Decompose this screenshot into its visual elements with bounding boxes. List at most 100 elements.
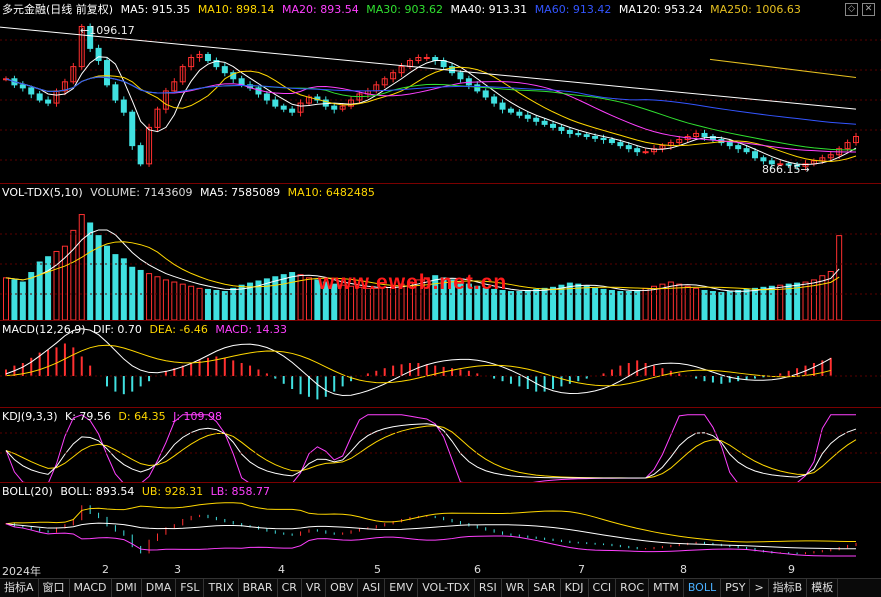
volume-bar	[221, 291, 228, 321]
candle-body	[600, 137, 607, 141]
tab-指标b[interactable]: 指标B	[769, 579, 808, 597]
candle-body	[238, 78, 245, 86]
x-axis: 2024年 2 3 4 5 6 7 8 9	[0, 563, 881, 578]
volume-bar	[768, 285, 775, 321]
x-tick-label: 9	[788, 563, 795, 576]
tab-emv[interactable]: EMV	[385, 579, 419, 597]
volume-bar	[735, 289, 742, 321]
x-tick-label: 2024年	[2, 565, 41, 578]
tab-模板[interactable]: 模板	[807, 579, 839, 597]
volume-bar	[339, 284, 346, 321]
boll-header: BOLL(20) BOLL: 893.54 UB: 928.31 LB: 858…	[0, 484, 274, 500]
volume-bar	[693, 287, 700, 321]
volume-bar	[406, 281, 413, 321]
high-annotation: ←1096.17	[80, 24, 135, 37]
tab-fsl[interactable]: FSL	[176, 579, 205, 597]
volume-bar	[541, 287, 548, 321]
tab-指标a[interactable]: 指标A	[0, 579, 39, 597]
tab-obv[interactable]: OBV	[326, 579, 359, 597]
tab-cci[interactable]: CCI	[589, 579, 617, 597]
x-tick-label: 8	[680, 563, 687, 576]
tab-dmi[interactable]: DMI	[112, 579, 142, 597]
x-tick-label: 2	[102, 563, 109, 576]
candle-body	[154, 108, 161, 128]
volume-bar	[120, 258, 127, 321]
volume-chart	[0, 214, 881, 321]
tab-vr[interactable]: VR	[302, 579, 327, 597]
tab-sar[interactable]: SAR	[529, 579, 561, 597]
tab-boll[interactable]: BOLL	[684, 579, 722, 597]
high-label: 1096.17	[89, 24, 135, 37]
volume-bar	[617, 291, 624, 321]
ma40-label: MA40: 913.31	[450, 3, 528, 16]
volume-bar	[247, 282, 254, 321]
candle-body	[625, 145, 632, 150]
volume-bar	[230, 287, 237, 321]
volume-bar	[558, 284, 565, 321]
candle-body	[45, 99, 52, 104]
minimize-icon[interactable]: ◇	[845, 3, 858, 16]
candle-body	[794, 164, 801, 167]
candle-body	[533, 117, 540, 122]
volume-bar	[794, 282, 801, 321]
low-annotation: 866.15→	[762, 163, 810, 176]
low-label: 866.15	[762, 163, 801, 176]
tab-macd[interactable]: MACD	[70, 579, 112, 597]
volume-bar	[651, 285, 658, 321]
volume-pane: VOL-TDX(5,10) VOLUME: 7143609 MA5: 75850…	[0, 183, 881, 321]
candle-body	[390, 72, 397, 80]
candle-body	[583, 134, 590, 138]
volume-bar	[78, 214, 85, 321]
volume-bar	[634, 289, 641, 321]
macd-title: MACD(12,26,9)	[2, 323, 86, 336]
candle-body	[196, 53, 203, 59]
volume-bar	[457, 281, 464, 321]
volume-bar	[70, 229, 77, 321]
volume-bar	[802, 281, 809, 321]
tab-dma[interactable]: DMA	[142, 579, 177, 597]
close-icon[interactable]: ✕	[862, 3, 875, 16]
volume-bar	[53, 250, 60, 321]
candle-body	[112, 84, 119, 101]
kdj-chart	[0, 414, 881, 483]
candle-body	[146, 126, 153, 165]
tab-wr[interactable]: WR	[502, 579, 530, 597]
ma60-line	[5, 76, 857, 125]
tab-asi[interactable]: ASI	[358, 579, 386, 597]
volume-bar	[524, 289, 531, 321]
tab-trix[interactable]: TRIX	[204, 579, 239, 597]
volume-bar	[103, 245, 110, 321]
tab-cr[interactable]: CR	[278, 579, 302, 597]
candle-body	[844, 142, 851, 150]
volume-bar	[516, 291, 523, 321]
ma250-line	[709, 58, 857, 79]
tab-brar[interactable]: BRAR	[239, 579, 278, 597]
indicator-tabs: 指标A 窗口 MACD DMI DMA FSL TRIX BRAR CR VR OBV ASI EMV V…	[0, 578, 881, 597]
tab->[interactable]: >	[750, 579, 769, 597]
candle-body	[449, 66, 456, 74]
volume-bar	[642, 287, 649, 321]
boll-ub-line	[5, 502, 856, 543]
tab-rsi[interactable]: RSI	[475, 579, 502, 597]
volume-ma10-line	[5, 241, 840, 291]
volume-bar	[575, 283, 582, 321]
candle-body	[36, 93, 43, 101]
candle-body	[499, 102, 506, 110]
volume-bar	[162, 279, 169, 321]
volume-bar	[146, 273, 153, 321]
volume-bar	[676, 283, 683, 321]
candle-body	[701, 132, 708, 137]
volume-bar	[507, 291, 514, 321]
ma30-label: MA30: 903.62	[366, 3, 443, 16]
candle-body	[617, 142, 624, 147]
tab-kdj[interactable]: KDJ	[561, 579, 589, 597]
tab-psy[interactable]: PSY	[721, 579, 751, 597]
volume-bar	[171, 281, 178, 321]
tab-roc[interactable]: ROC	[616, 579, 650, 597]
tab-vol-tdx[interactable]: VOL-TDX	[418, 579, 475, 597]
candle-body	[516, 111, 523, 116]
tab-窗口[interactable]: 窗口	[39, 579, 70, 597]
tab-mtm[interactable]: MTM	[649, 579, 684, 597]
macd-dea-line	[5, 344, 831, 387]
volume-bar	[238, 284, 245, 321]
